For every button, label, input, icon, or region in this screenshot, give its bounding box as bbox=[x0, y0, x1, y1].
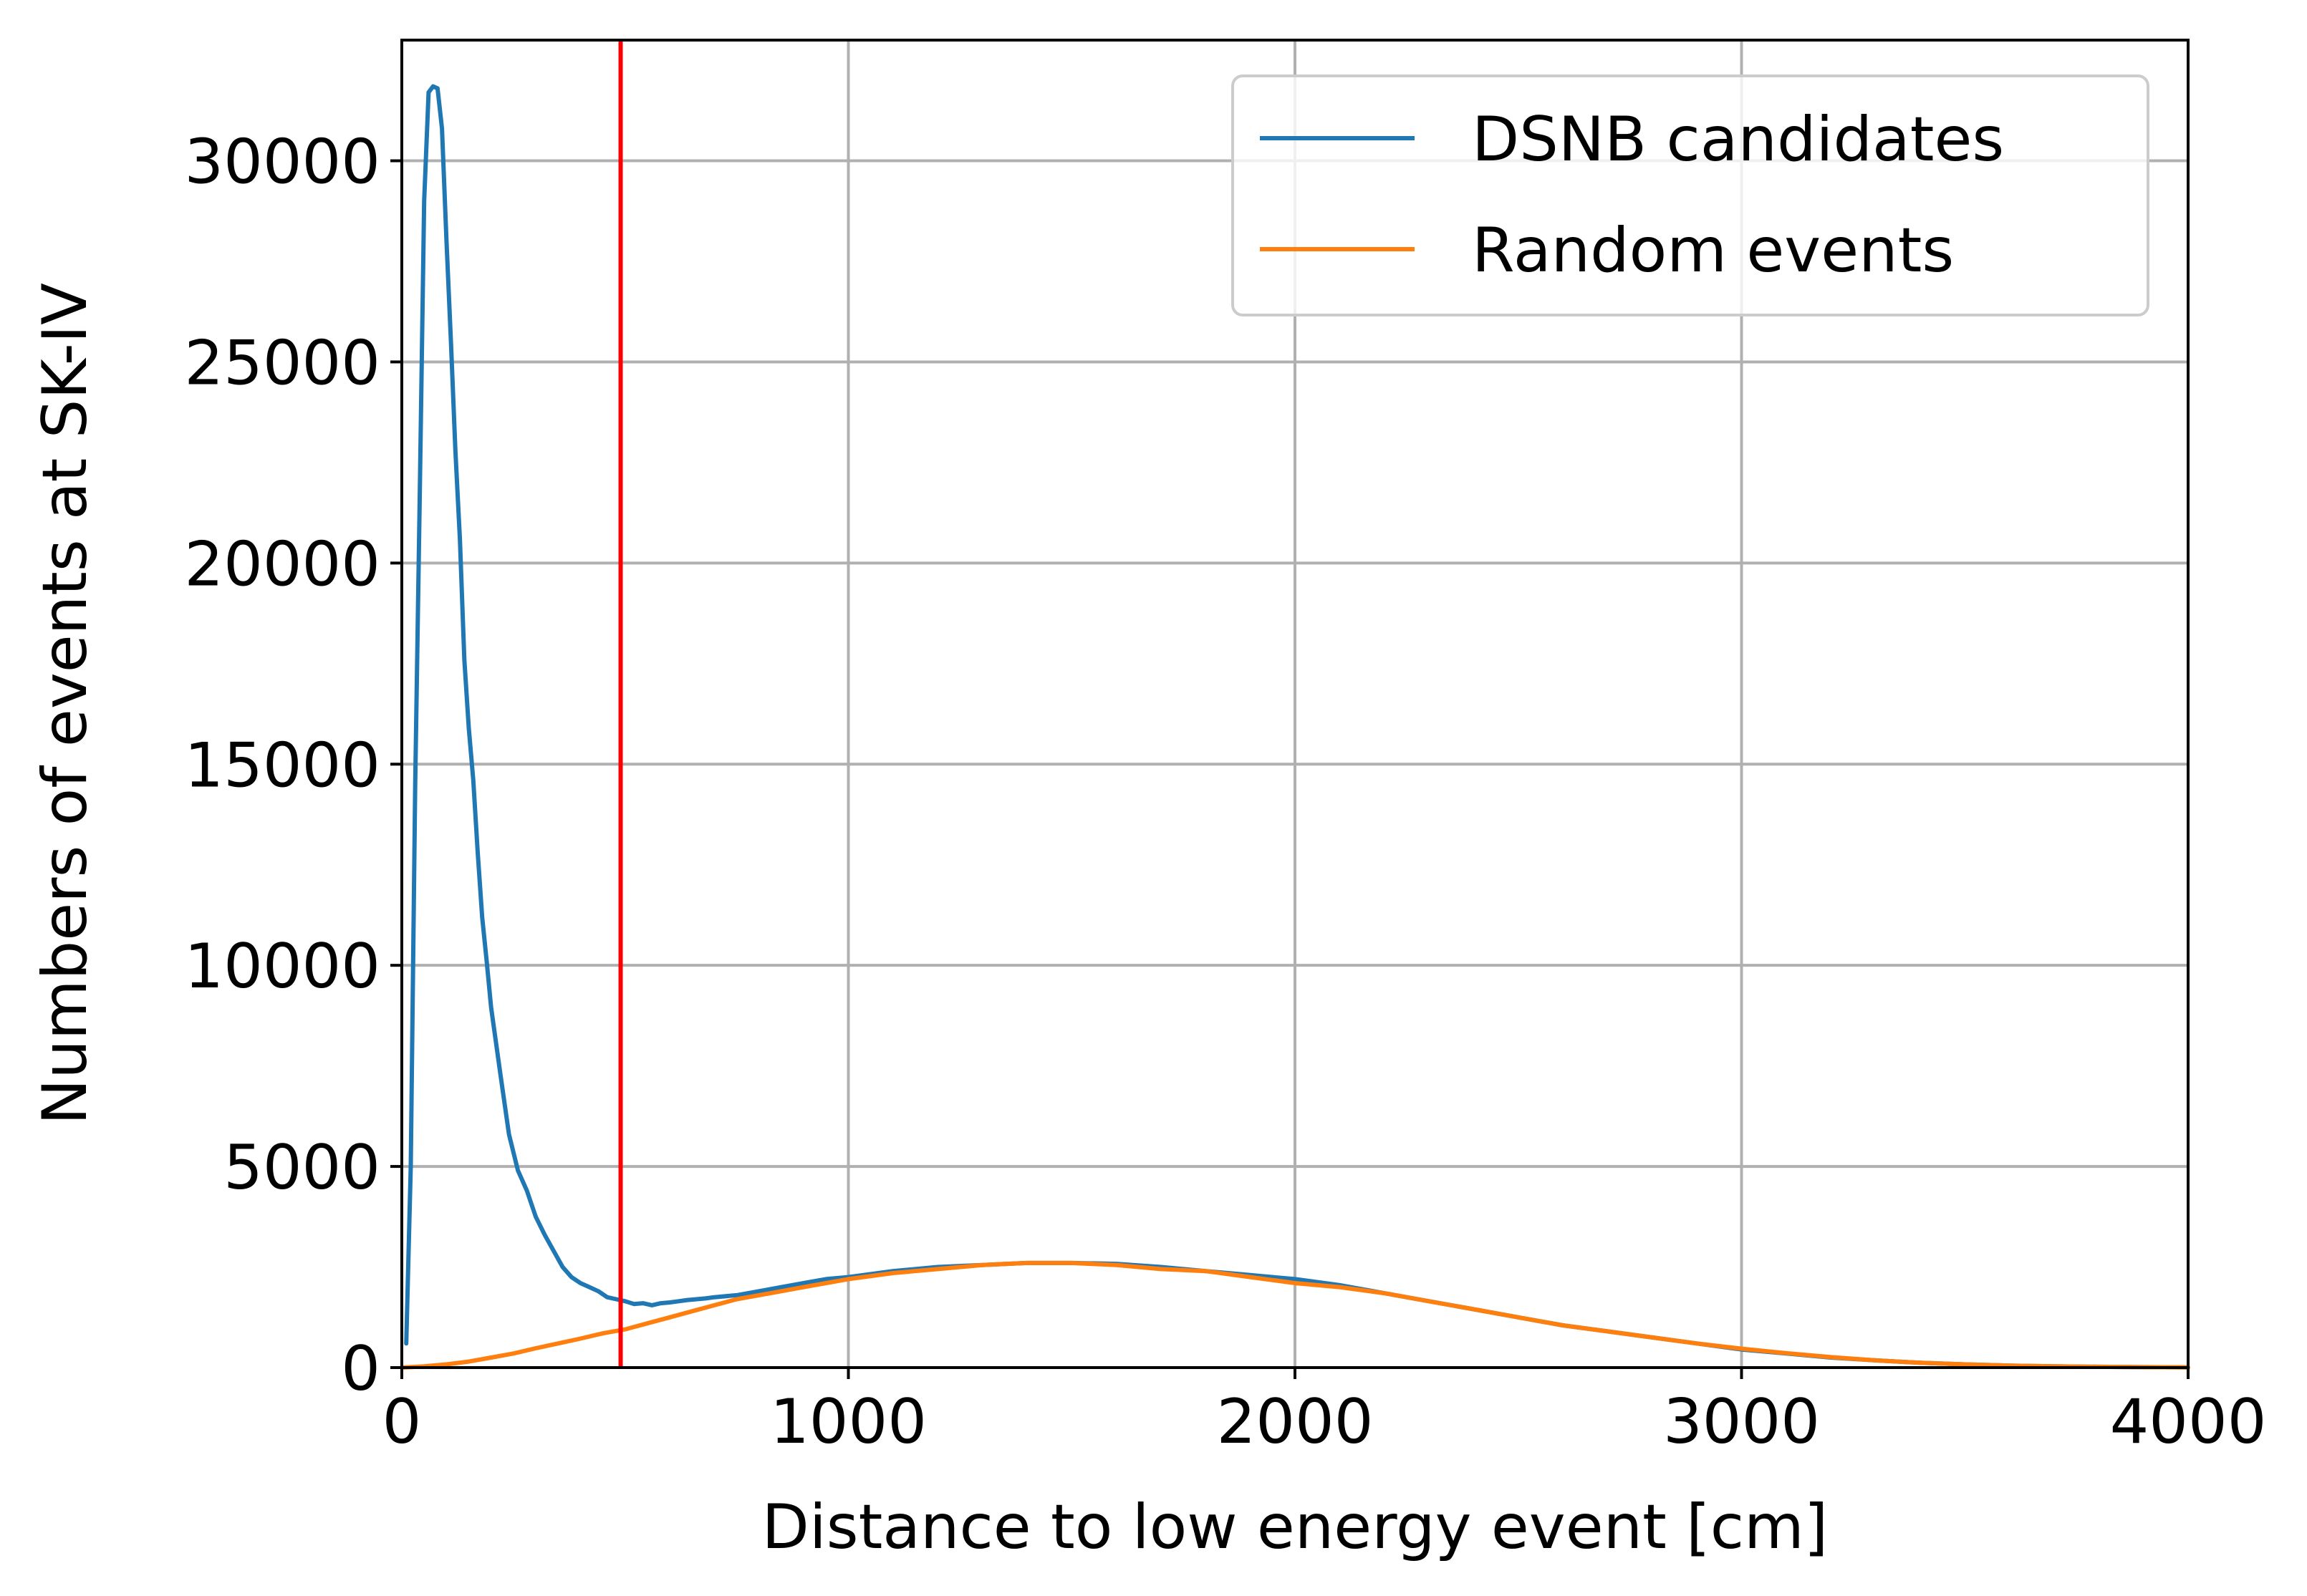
x-tick-label: 0 bbox=[382, 1386, 422, 1458]
y-tick-label: 15000 bbox=[184, 730, 380, 801]
x-axis-label: Distance to low energy event [cm] bbox=[762, 1491, 1829, 1563]
ticks: 0 1000 2000 3000 4000 0 5000 10000 15000 20000 250… bbox=[184, 127, 2266, 1458]
y-tick-label: 25000 bbox=[184, 327, 380, 399]
y-tick-label: 0 bbox=[341, 1333, 380, 1405]
y-tick-label: 10000 bbox=[184, 931, 380, 1002]
legend: DSNB candidates Random events bbox=[1231, 74, 2149, 316]
y-tick-label: 30000 bbox=[184, 127, 380, 198]
x-tick-label: 3000 bbox=[1663, 1386, 1820, 1458]
y-tick-label: 20000 bbox=[184, 528, 380, 600]
x-tick-label: 1000 bbox=[770, 1386, 927, 1458]
series-line-random bbox=[400, 1260, 2190, 1370]
x-tick-label: 2000 bbox=[1217, 1386, 1374, 1458]
series-layer bbox=[400, 84, 2190, 1370]
x-tick-label: 4000 bbox=[2110, 1386, 2267, 1458]
legend-label-random: Random events bbox=[1472, 215, 1954, 286]
y-axis-label: Numbers of events at SK-IV bbox=[29, 283, 101, 1125]
legend-box bbox=[1231, 74, 2149, 316]
legend-label-dsnb: DSNB candidates bbox=[1472, 104, 2004, 175]
y-tick-label: 5000 bbox=[223, 1132, 380, 1204]
